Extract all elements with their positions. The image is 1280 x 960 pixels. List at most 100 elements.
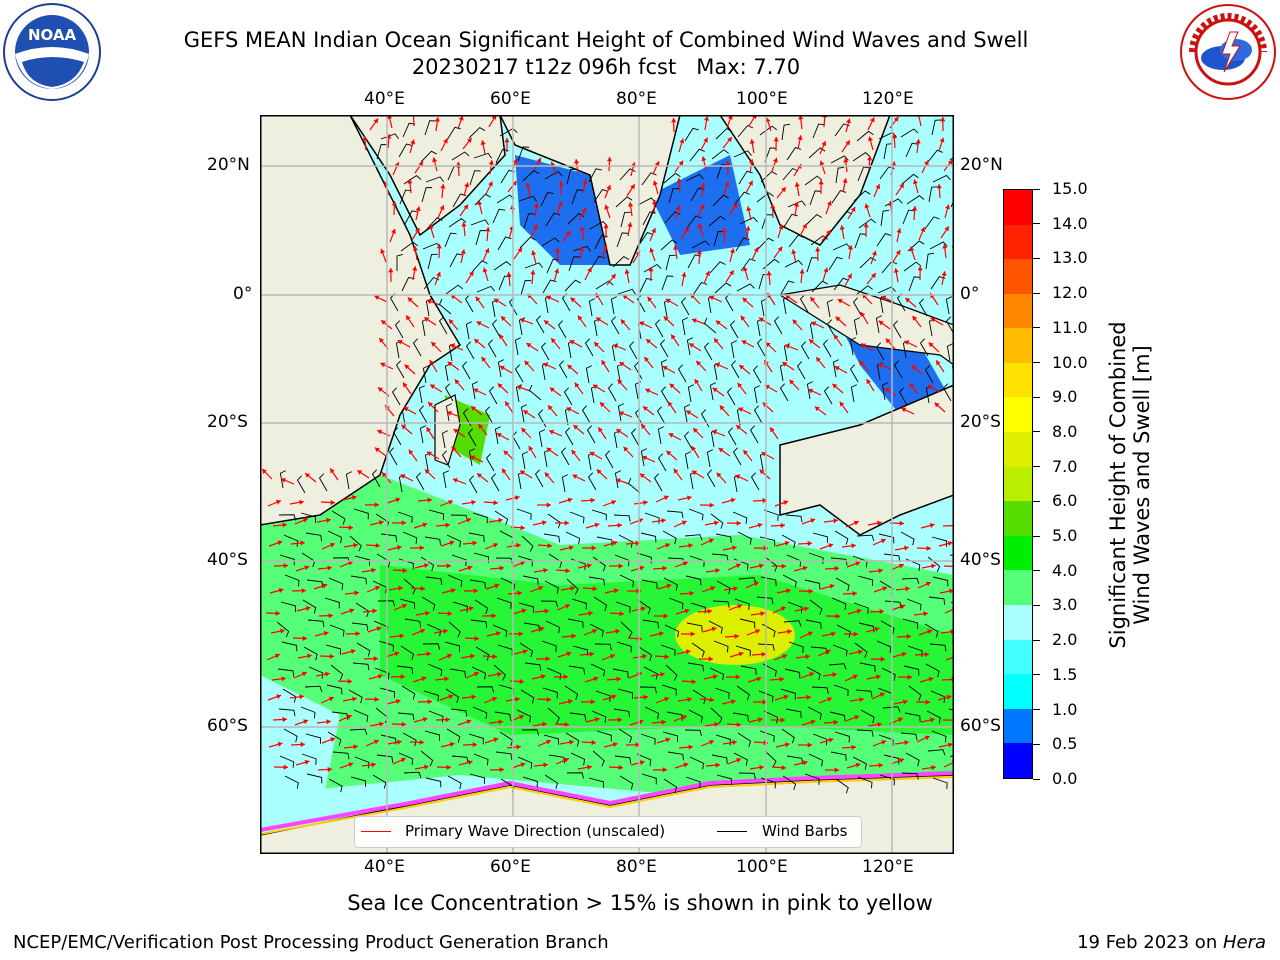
wind-barb: [711, 149, 729, 160]
colorbar-tick-label: 2.0: [1052, 630, 1078, 650]
wave-arrow-head: [885, 338, 891, 344]
wave-arrow-head: [499, 334, 504, 340]
wave-arrow-head: [348, 524, 353, 531]
wave-arrow-head: [281, 477, 286, 483]
wind-barb: [425, 777, 442, 788]
wave-arrow-head: [408, 449, 414, 455]
wave-arrow-head: [565, 603, 570, 609]
wind-barb: [692, 689, 707, 705]
wind-barb: [900, 128, 919, 138]
wind-barb: [473, 152, 492, 159]
wind-barb: [518, 195, 537, 202]
wave-arrow-head: [598, 427, 603, 433]
wave-arrow-head: [901, 407, 907, 413]
wave-arrow-head: [881, 740, 887, 745]
wind-barb: [853, 317, 861, 336]
wave-arrow-head: [802, 223, 807, 229]
wind-barb: [784, 668, 801, 679]
wave-arrow-head: [842, 178, 848, 184]
wave-arrow-head: [727, 137, 732, 143]
noaa-logo: NOAA: [2, 2, 102, 102]
wind-barb: [737, 531, 752, 545]
wave-arrow-head: [737, 604, 743, 609]
wave-arrow-head: [874, 626, 880, 632]
wave-arrow-head: [847, 245, 854, 250]
wind-barb: [588, 298, 596, 317]
wave-arrow-head: [569, 739, 574, 745]
land-india: [499, 115, 681, 266]
wave-arrow-head: [447, 361, 453, 367]
wind-barb: [903, 261, 922, 272]
wind-barb: [422, 365, 430, 384]
wind-barb: [615, 601, 631, 613]
wind-barb: [642, 619, 659, 629]
wave-arrow-head: [907, 674, 912, 680]
wave-arrow-head: [602, 244, 608, 250]
wave-arrow-head: [327, 565, 332, 571]
wind-barb: [640, 733, 656, 745]
wind-barb: [399, 189, 412, 205]
wave-arrow-head: [809, 672, 815, 677]
wind-barb: [397, 712, 415, 721]
wind-barb: [522, 575, 539, 585]
wave-arrow-head: [947, 742, 953, 748]
wind-barb: [402, 531, 418, 544]
wave-arrow-head: [798, 115, 804, 120]
wave-arrow-head: [748, 180, 753, 186]
wind-barb: [684, 729, 702, 737]
wave-arrow-head: [736, 425, 742, 430]
wave-arrow-head: [498, 517, 503, 524]
wave-arrow-head: [685, 649, 691, 655]
wave-arrow-head: [589, 451, 595, 457]
wind-barb: [687, 384, 695, 403]
wave-arrow-head: [688, 543, 693, 549]
wave-arrow-head: [828, 737, 834, 743]
noaa-logo-text: NOAA: [28, 26, 77, 44]
wind-barb: [759, 125, 778, 136]
lon-label-top-120e: 120°E: [862, 89, 914, 109]
wave-arrow-head: [470, 455, 476, 461]
wave-arrow-head: [716, 472, 722, 478]
wave-arrow-head: [781, 187, 786, 193]
wind-barb: [906, 195, 925, 205]
wind-barb: [681, 317, 689, 336]
wave-arrow-head: [683, 561, 689, 566]
footer-date-text: 19 Feb 2023 on: [1077, 932, 1223, 953]
wave-arrow-head: [305, 605, 311, 611]
colorbar-tick-label: 7.0: [1052, 456, 1078, 476]
wind-barb: [588, 168, 602, 183]
wave-arrow-head: [548, 405, 553, 411]
wave-arrow-head: [517, 590, 522, 596]
wind-barb: [587, 472, 597, 491]
wave-arrow-head: [787, 629, 792, 635]
wave-arrow-head: [642, 653, 647, 660]
land-indonesia: [778, 284, 954, 366]
wave-arrow-head: [519, 678, 524, 685]
wave-arrow-head: [639, 565, 645, 571]
wave-arrow-head: [857, 649, 863, 655]
wind-barb: [833, 277, 849, 291]
wave-arrow-head: [422, 716, 428, 722]
wind-barb: [604, 450, 614, 469]
wind-barb: [350, 776, 366, 787]
wind-barb: [900, 531, 915, 546]
wave-arrow-head: [783, 500, 789, 506]
wind-barb: [566, 772, 585, 779]
wind-barb: [402, 122, 416, 138]
wind-barb: [567, 213, 585, 225]
wave-arrow-head: [623, 446, 629, 452]
wave-arrow-head: [711, 626, 717, 632]
wave-arrow-head: [871, 250, 877, 256]
wave-arrow-head: [837, 299, 843, 304]
wind-barb: [834, 731, 850, 743]
wind-barb: [425, 298, 433, 317]
wave-arrow-head: [930, 317, 936, 323]
wind-barb: [855, 689, 873, 698]
wind-barb: [400, 645, 415, 661]
wave-arrow-head: [380, 248, 386, 254]
wave-arrow-head: [421, 676, 427, 682]
wind-barb: [857, 166, 870, 182]
wave-arrow-head: [612, 540, 618, 546]
wave-arrow-head: [426, 651, 431, 657]
wave-arrow-head: [471, 694, 476, 700]
